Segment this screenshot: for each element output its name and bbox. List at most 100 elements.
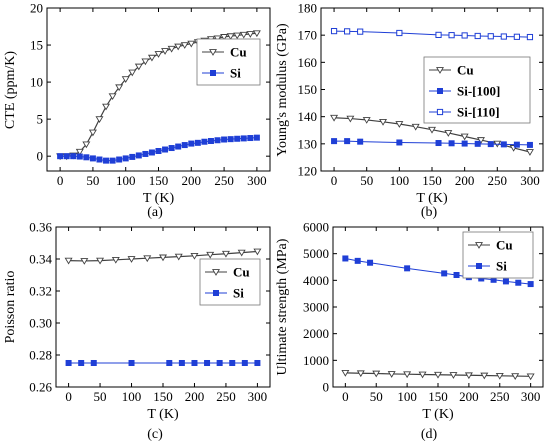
legend-item: Si — [202, 66, 241, 81]
data-point — [174, 253, 183, 261]
data-point — [64, 257, 73, 265]
x-tick-label: 300 — [247, 173, 267, 188]
data-point — [411, 123, 420, 131]
y-tick-label: 0 — [37, 149, 44, 164]
legend-label: Si — [496, 259, 507, 274]
x-tick-label: 250 — [490, 389, 510, 404]
series-si-100- — [331, 138, 533, 148]
x-tick-label: 100 — [122, 389, 142, 404]
data-point — [148, 149, 155, 156]
legend-marker — [475, 262, 482, 269]
panel-label: (a) — [147, 205, 163, 220]
data-point — [178, 359, 185, 366]
data-point — [121, 76, 130, 84]
data-point — [474, 140, 481, 147]
panel-label: (d) — [421, 427, 438, 442]
data-point — [387, 371, 396, 378]
legend-marker — [212, 289, 219, 296]
data-point — [180, 42, 189, 49]
legend-marker — [436, 67, 444, 74]
data-point — [116, 156, 123, 163]
x-tick-label: 250 — [214, 173, 234, 188]
data-point — [476, 137, 485, 144]
legend-item: Si-[110] — [429, 105, 500, 120]
data-point — [96, 257, 105, 265]
data-point — [240, 135, 247, 142]
data-point — [154, 51, 163, 58]
y-tick-label: 0.32 — [29, 284, 52, 299]
legend-marker — [436, 88, 443, 95]
data-point — [460, 133, 469, 141]
data-point — [513, 33, 520, 40]
data-point — [500, 33, 507, 40]
y-tick-label: 20 — [30, 1, 43, 16]
y-axis-label: Young's modulus (GPa) — [275, 23, 290, 157]
y-tick-label: 150 — [298, 82, 318, 97]
data-point — [526, 373, 535, 381]
legend-marker — [209, 49, 217, 56]
data-point — [109, 157, 116, 164]
data-point — [143, 255, 152, 263]
data-point — [187, 40, 196, 48]
y-tick-label: 160 — [298, 55, 318, 70]
data-point — [221, 136, 228, 143]
data-point — [404, 265, 411, 272]
data-point — [480, 372, 489, 380]
data-point — [88, 129, 97, 137]
panel-d: 0 50 100 150 200 250 3000100020003000400050006… — [275, 220, 544, 442]
data-point — [515, 279, 522, 286]
data-point — [330, 114, 339, 122]
data-point — [174, 43, 183, 51]
data-point — [526, 141, 533, 148]
legend-label: Si — [233, 286, 244, 301]
data-point — [220, 34, 229, 41]
data-point — [161, 48, 170, 55]
data-point — [83, 154, 90, 161]
data-point — [344, 138, 351, 145]
x-axis-label: T (K) — [147, 407, 179, 422]
y-axis-label: Poisson ratio — [3, 271, 18, 344]
data-point — [96, 156, 103, 163]
x-tick-label: 50 — [86, 173, 99, 188]
data-point — [90, 359, 97, 366]
x-tick-label: 50 — [360, 173, 373, 188]
panel-label: (c) — [147, 427, 163, 442]
y-tick-label: 0.34 — [29, 252, 52, 267]
data-point — [147, 54, 156, 62]
x-tick-label: 50 — [94, 389, 107, 404]
legend-marker — [209, 70, 216, 77]
data-point — [395, 121, 404, 128]
data-point — [435, 31, 442, 38]
y-tick-label: 2000 — [303, 326, 329, 341]
data-point — [162, 146, 169, 153]
data-point — [511, 373, 520, 380]
data-point — [214, 137, 221, 144]
data-point — [168, 145, 175, 152]
series-si — [57, 134, 260, 164]
legend: Cu Si — [196, 38, 261, 86]
data-point — [357, 28, 364, 35]
data-point — [254, 359, 261, 366]
legend-item: Cu — [205, 265, 250, 280]
data-point — [428, 126, 436, 134]
x-tick-label: 100 — [397, 389, 417, 404]
data-point — [226, 33, 235, 41]
data-point — [128, 359, 135, 366]
data-point — [201, 138, 208, 145]
x-tick-label: 0 — [342, 389, 349, 404]
data-point — [331, 138, 338, 145]
panel-a: 0 50 100 150 200 250 300 0 5 10 15 20 T (K) CTE (ppm/… — [3, 1, 271, 220]
data-point — [95, 116, 104, 124]
data-point — [234, 135, 241, 142]
x-axis-label: T (K) — [422, 407, 454, 422]
data-point — [159, 254, 167, 262]
legend-marker — [212, 269, 220, 276]
x-tick-label: 0 — [65, 389, 72, 404]
data-point — [111, 256, 120, 264]
x-tick-label: 100 — [390, 173, 410, 188]
data-point — [356, 370, 365, 378]
y-tick-label: 0.30 — [29, 316, 52, 331]
data-point — [167, 45, 176, 53]
y-axis-label: CTE (ppm/K) — [3, 51, 18, 129]
